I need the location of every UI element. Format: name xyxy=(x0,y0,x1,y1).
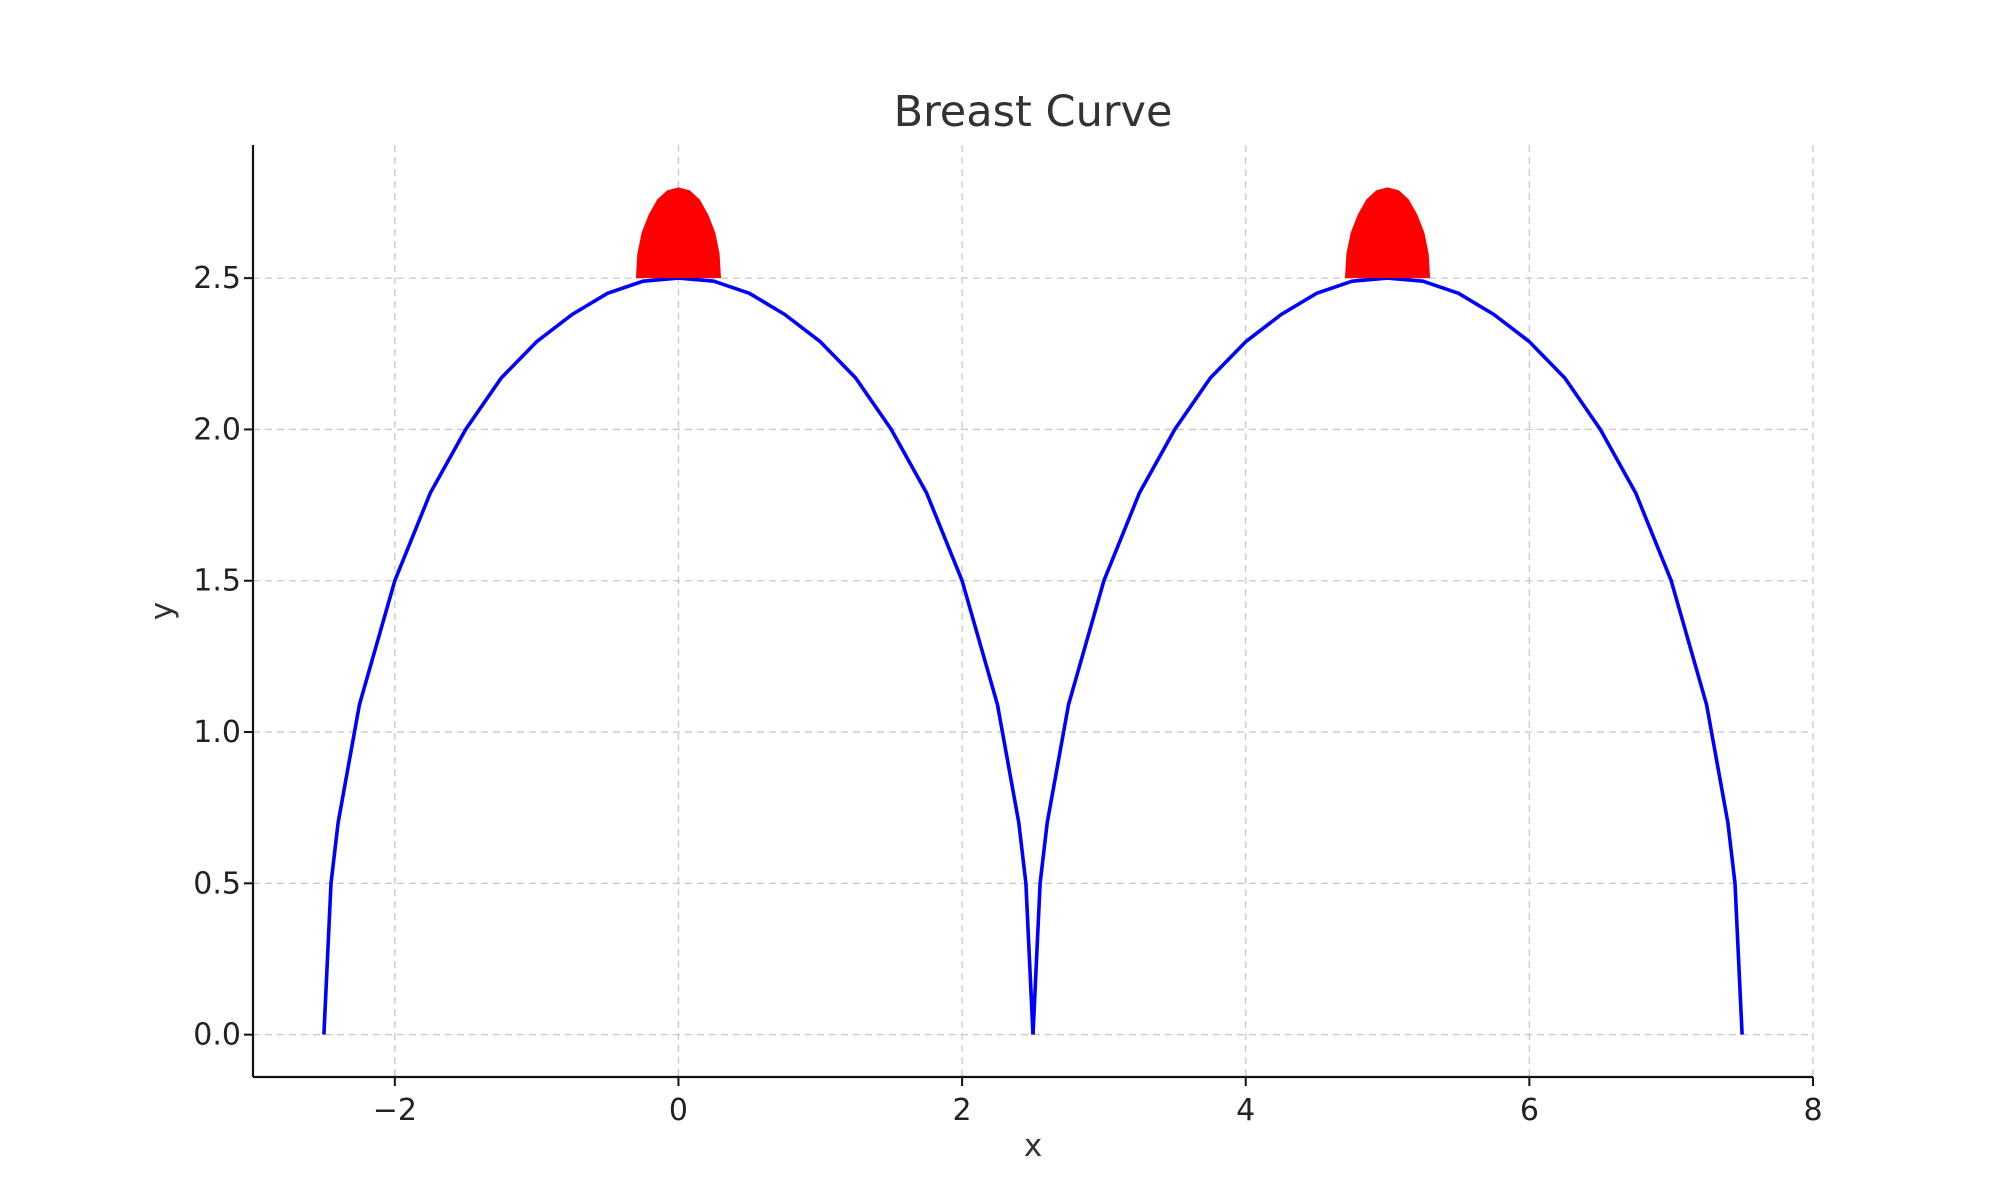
y-tick-label: 0.5 xyxy=(193,866,241,901)
ticks: −2 0 2 4 6 8 0.0 0.5 1.0 1.5 2.0 2.5 xyxy=(193,261,1822,1128)
y-tick-label: 1.0 xyxy=(193,715,241,750)
plot-area xyxy=(322,187,1744,1035)
filled-cap-3 xyxy=(1345,187,1431,279)
y-tick-label: 2.0 xyxy=(193,412,241,447)
x-tick-label: −2 xyxy=(373,1093,417,1128)
axes xyxy=(251,145,1813,1079)
y-tick-label: 2.5 xyxy=(193,261,241,296)
x-tick-label: 0 xyxy=(669,1093,688,1128)
grid xyxy=(253,145,1814,1077)
filled-cap-2 xyxy=(635,187,721,279)
x-tick-label: 8 xyxy=(1803,1093,1822,1128)
y-axis-label: y xyxy=(144,602,180,620)
x-tick-label: 2 xyxy=(953,1093,972,1128)
y-tick-label: 1.5 xyxy=(193,564,241,599)
x-tick-label: 4 xyxy=(1236,1093,1255,1128)
y-tick-label: 0.0 xyxy=(193,1018,241,1053)
x-tick-label: 6 xyxy=(1520,1093,1539,1128)
x-axis-label: x xyxy=(1024,1128,1042,1164)
chart-title: Breast Curve xyxy=(894,87,1173,137)
